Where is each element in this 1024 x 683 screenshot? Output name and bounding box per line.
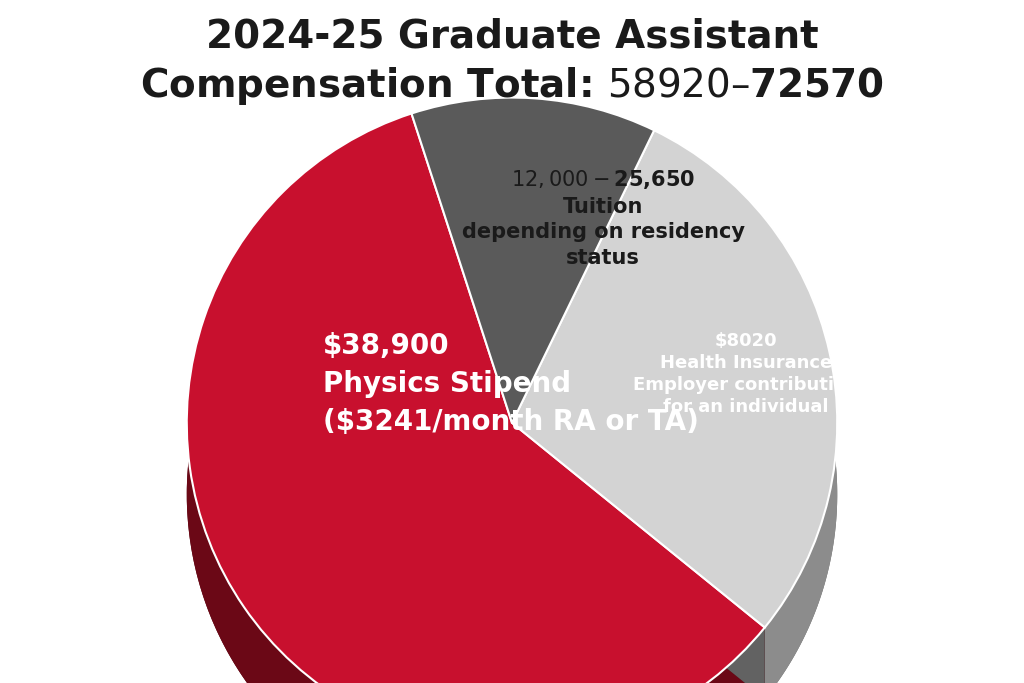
- Polygon shape: [186, 385, 765, 683]
- Text: Compensation Total: $58920 – $72570: Compensation Total: $58920 – $72570: [140, 65, 884, 107]
- Wedge shape: [186, 113, 765, 683]
- Text: 2024-25 Graduate Assistant: 2024-25 Graduate Assistant: [206, 17, 818, 55]
- Polygon shape: [512, 423, 765, 683]
- Polygon shape: [186, 185, 765, 683]
- Text: $8020
Health Insurance
Employer contribution
for an individual: $8020 Health Insurance Employer contribu…: [633, 332, 859, 417]
- Polygon shape: [512, 423, 765, 683]
- Polygon shape: [512, 202, 838, 683]
- Wedge shape: [512, 130, 838, 628]
- Polygon shape: [412, 169, 654, 494]
- Text: $12,000 - $25,650
Tuition
depending on residency
status: $12,000 - $25,650 Tuition depending on r…: [462, 168, 744, 268]
- Wedge shape: [412, 98, 654, 423]
- Text: $38,900
Physics Stipend
($3241/month RA or TA): $38,900 Physics Stipend ($3241/month RA …: [324, 332, 699, 436]
- Polygon shape: [765, 385, 838, 683]
